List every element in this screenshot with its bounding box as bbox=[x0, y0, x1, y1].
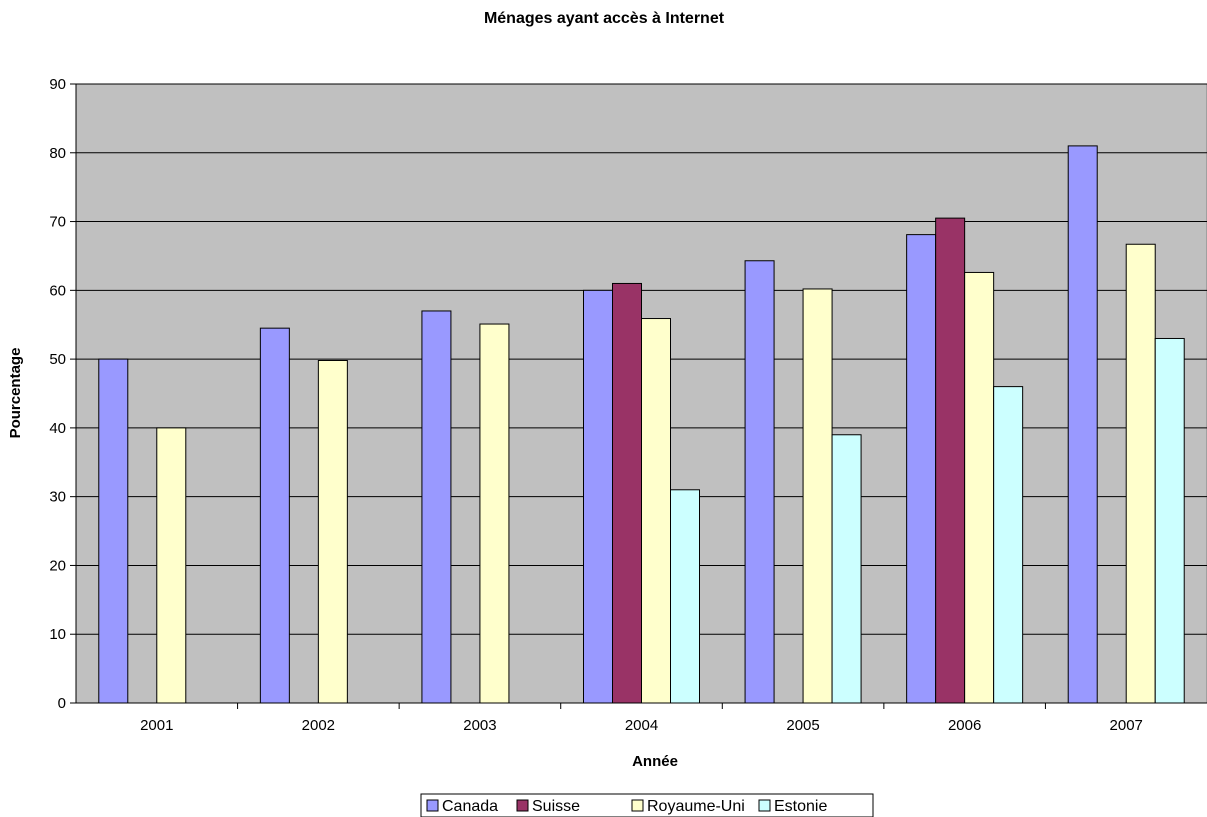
chart-title: Ménages ayant accès à Internet bbox=[484, 10, 725, 27]
legend-swatch bbox=[758, 799, 771, 812]
x-tick-label: 2007 bbox=[1110, 717, 1143, 734]
bar-suisse-2006 bbox=[935, 217, 966, 704]
y-tick-label: 50 bbox=[49, 351, 66, 368]
y-tick-label: 20 bbox=[49, 557, 66, 574]
bar-estonie-2005 bbox=[831, 434, 862, 704]
axes: 0 10 20 30 40 50 60 70 80 90 2001 2002 2003 2004 2005 2… bbox=[49, 76, 1207, 734]
bar-suisse-2004 bbox=[612, 282, 642, 704]
y-tick-label: 10 bbox=[49, 626, 66, 643]
bar-estonie-2006 bbox=[993, 386, 1024, 704]
y-tick-label: 60 bbox=[49, 282, 66, 299]
legend-swatch bbox=[631, 799, 644, 812]
bar-canada-2002 bbox=[259, 327, 290, 704]
legend-label: Suisse bbox=[532, 798, 580, 815]
legend-swatch bbox=[516, 799, 529, 812]
legend-label: Canada bbox=[442, 798, 498, 815]
x-tick-label: 2002 bbox=[302, 717, 335, 734]
bar-estonie-2007 bbox=[1154, 337, 1185, 704]
bars bbox=[98, 145, 1185, 704]
y-tick-label: 70 bbox=[49, 214, 66, 231]
legend: Canada Suisse Royaume-Uni Estonie bbox=[420, 793, 874, 817]
x-axis-label: Année bbox=[632, 753, 678, 770]
bar-canada-2004 bbox=[583, 289, 613, 704]
bar-canada-2003 bbox=[421, 310, 452, 704]
legend-swatch bbox=[426, 799, 439, 812]
bar-royaume-uni-2002 bbox=[317, 359, 348, 704]
bar-canada-2005 bbox=[744, 260, 775, 704]
y-tick-label: 30 bbox=[49, 489, 66, 506]
bar-canada-2001 bbox=[98, 358, 129, 704]
y-tick-label: 80 bbox=[49, 145, 66, 162]
bar-royaume-uni-2001 bbox=[156, 427, 187, 704]
bar-estonie-2004 bbox=[670, 489, 700, 704]
legend-label: Royaume-Uni bbox=[647, 798, 745, 815]
bar-royaume-uni-2004 bbox=[641, 318, 671, 704]
x-tick-label: 2004 bbox=[625, 717, 658, 734]
bar-royaume-uni-2007 bbox=[1125, 243, 1156, 704]
y-tick-label: 90 bbox=[49, 76, 66, 93]
y-tick-label: 40 bbox=[49, 420, 66, 437]
bar-canada-2007 bbox=[1067, 145, 1098, 704]
y-tick-label: 0 bbox=[58, 695, 66, 712]
x-tick-label: 2003 bbox=[463, 717, 496, 734]
bar-royaume-uni-2006 bbox=[964, 271, 995, 704]
bar-royaume-uni-2005 bbox=[802, 288, 833, 704]
x-tick-label: 2001 bbox=[140, 717, 173, 734]
bar-canada-2006 bbox=[906, 234, 937, 704]
legend-label: Estonie bbox=[774, 798, 827, 815]
bar-royaume-uni-2003 bbox=[479, 323, 510, 704]
y-axis-label: Pourcentage bbox=[7, 348, 24, 439]
x-tick-label: 2005 bbox=[786, 717, 819, 734]
x-tick-label: 2006 bbox=[948, 717, 981, 734]
